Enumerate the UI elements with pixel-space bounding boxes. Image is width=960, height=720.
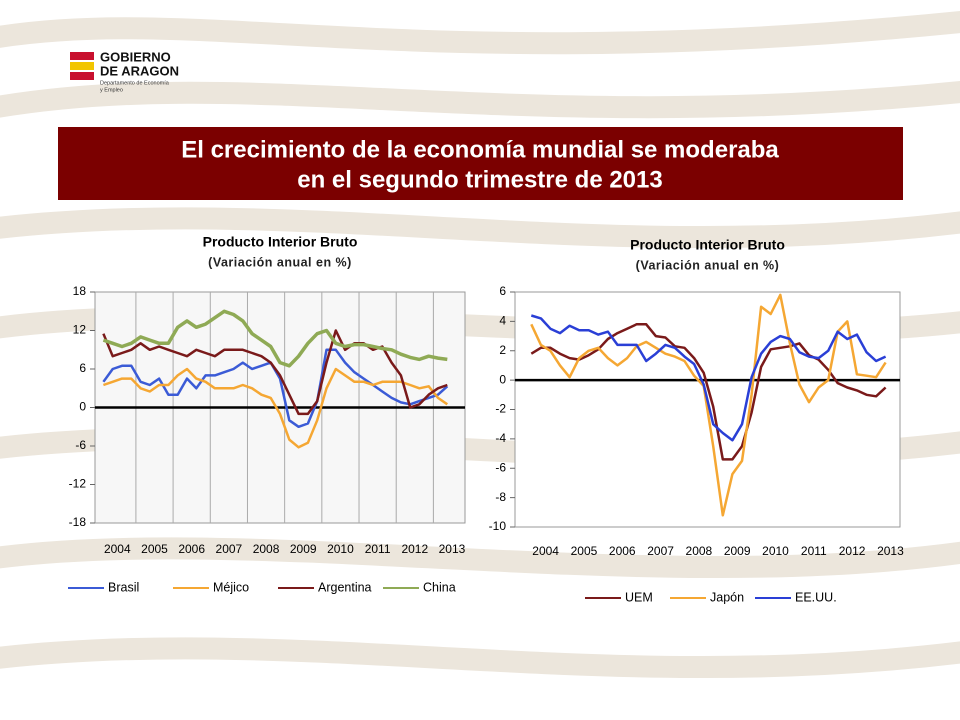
x-tick-label: 2012 xyxy=(401,542,428,556)
x-tick-label: 2008 xyxy=(253,542,280,556)
logo-text: GOBIERNO xyxy=(100,49,171,64)
chart-title: Producto Interior Bruto xyxy=(203,234,358,250)
series-line xyxy=(530,293,887,517)
logo-bar xyxy=(70,72,94,80)
series-line xyxy=(530,314,887,442)
x-tick-label: 2006 xyxy=(178,542,205,556)
chart-title: Producto Interior Bruto xyxy=(630,237,785,253)
series-line xyxy=(530,323,887,461)
x-tick-label: 2013 xyxy=(877,544,904,558)
legend-label: Argentina xyxy=(318,580,372,594)
y-tick-label: 4 xyxy=(499,314,506,328)
x-tick-label: 2007 xyxy=(647,544,674,558)
slide-title: El crecimiento de la economía mundial se… xyxy=(181,136,779,163)
y-tick-label: 2 xyxy=(499,343,506,357)
y-tick-label: -10 xyxy=(489,519,507,533)
x-tick-label: 2012 xyxy=(839,544,866,558)
x-tick-label: 2006 xyxy=(609,544,636,558)
y-tick-label: -12 xyxy=(69,477,87,491)
chart-subtitle: (Variación anual en %) xyxy=(636,258,780,272)
logo-subtext: Departamento de Economía xyxy=(100,80,170,86)
y-tick-label: -6 xyxy=(75,438,86,452)
charts: Producto Interior Bruto (Variación anual … xyxy=(68,234,904,604)
x-tick-label: 2004 xyxy=(104,542,131,556)
y-tick-label: 12 xyxy=(73,323,87,337)
y-tick-label: -18 xyxy=(69,515,87,529)
title-banner xyxy=(58,127,903,200)
y-tick-label: -4 xyxy=(495,431,506,445)
legend-label: China xyxy=(423,580,456,594)
series-line xyxy=(102,329,448,416)
y-tick-label: -8 xyxy=(495,490,506,504)
chart-subtitle: (Variación anual en %) xyxy=(208,255,352,269)
x-tick-label: 2013 xyxy=(439,542,466,556)
y-tick-label: 0 xyxy=(499,372,506,386)
y-tick-label: -2 xyxy=(495,402,506,416)
x-tick-label: 2010 xyxy=(327,542,354,556)
x-tick-label: 2008 xyxy=(686,544,713,558)
legend-label: Brasil xyxy=(108,580,139,594)
legend-label: UEM xyxy=(625,590,653,604)
slide-title: en el segundo trimestre de 2013 xyxy=(297,166,662,193)
x-tick-label: 2007 xyxy=(216,542,243,556)
x-tick-label: 2009 xyxy=(724,544,751,558)
logo-subtext: y Empleo xyxy=(100,87,123,93)
legend-label: Méjico xyxy=(213,580,249,594)
x-tick-label: 2005 xyxy=(571,544,598,558)
series-line xyxy=(102,367,449,449)
series-line xyxy=(102,309,448,368)
x-tick-label: 2011 xyxy=(801,544,827,558)
x-tick-label: 2010 xyxy=(762,544,789,558)
y-tick-label: -6 xyxy=(495,460,506,474)
logo: GOBIERNO DE ARAGON Departamento de Econo… xyxy=(70,49,179,93)
y-tick-label: 0 xyxy=(79,400,86,414)
x-tick-label: 2005 xyxy=(141,542,168,556)
x-tick-label: 2011 xyxy=(365,542,391,556)
x-tick-label: 2004 xyxy=(532,544,559,558)
legend-label: Japón xyxy=(710,590,744,604)
logo-bar xyxy=(70,52,94,60)
y-tick-label: 6 xyxy=(79,361,86,375)
y-tick-label: 6 xyxy=(499,284,506,298)
y-tick-label: 18 xyxy=(73,284,87,298)
legend-label: EE.UU. xyxy=(795,590,837,604)
logo-bar xyxy=(70,62,94,70)
logo-text: DE ARAGON xyxy=(100,63,179,78)
x-tick-label: 2009 xyxy=(290,542,317,556)
